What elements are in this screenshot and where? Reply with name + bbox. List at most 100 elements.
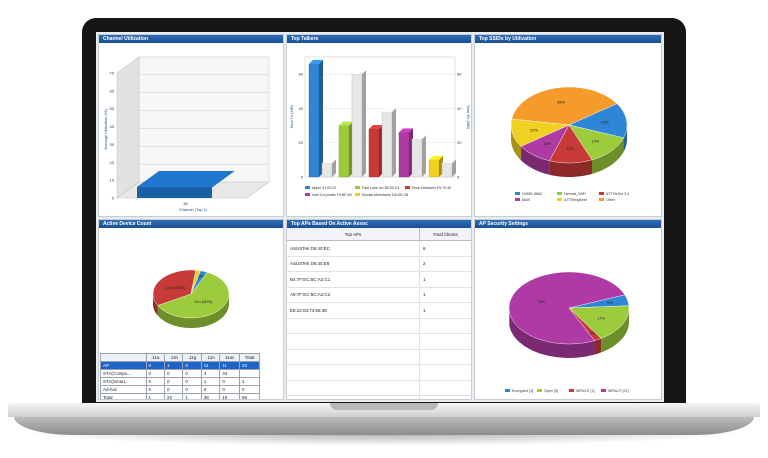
table-row[interactable]: Total 1 22 1 38 15 65 bbox=[100, 393, 260, 399]
y-tick-label: 10 bbox=[110, 178, 115, 183]
table-row[interactable]: Ad-hoc 0 0 0 0 0 0 bbox=[100, 385, 260, 394]
laptop-base bbox=[8, 403, 760, 437]
legend-swatch bbox=[505, 389, 510, 392]
table-row[interactable]: STA(Compu... 0 0 0 4 34 bbox=[100, 369, 260, 378]
table-row[interactable]: ASUSTek D6:40:E8 2 bbox=[287, 256, 471, 272]
top-ssids-chart: 38% 15% 13% 12% 10% 12% HOME-8682 Hermits_WiFi A… bbox=[510, 86, 629, 202]
pie-slice-side bbox=[594, 338, 602, 355]
table-cell: 0 bbox=[182, 361, 202, 370]
table-row[interactable] bbox=[287, 349, 471, 365]
table-cell: 0 bbox=[182, 377, 202, 386]
table-row[interactable]: STA(Smart... 0 0 0 1 0 1 bbox=[100, 377, 260, 386]
bar bbox=[368, 128, 380, 178]
top-aps-table: Top APs Total Clients ASUSTek D6:40:EC 6 ASU… bbox=[287, 228, 471, 399]
y2-tick-label: 40 bbox=[457, 106, 462, 111]
bar bbox=[441, 163, 453, 178]
legend-label: Encrypted [1] bbox=[512, 389, 533, 393]
table-cell: 0 bbox=[182, 385, 202, 394]
table-cell: 38 bbox=[200, 393, 221, 399]
bar-top bbox=[309, 59, 323, 64]
legend-label: Open [5] bbox=[544, 389, 558, 393]
legend-label: Other bbox=[606, 198, 616, 202]
table-row[interactable]: ASUSTek D6:40:EC 6 bbox=[287, 240, 471, 257]
legend-label: Hermits_WiFi bbox=[564, 192, 586, 196]
ap-security-panel: AP Security Settings 5% 17% 2% 76% Encrypted… bbox=[474, 219, 662, 400]
legend-swatch bbox=[569, 389, 574, 392]
column-header: .11a bbox=[145, 353, 165, 362]
table-cell bbox=[419, 395, 471, 399]
y-tick-label: 70 bbox=[110, 71, 115, 76]
legend-swatch bbox=[557, 192, 562, 195]
table-row[interactable]: A8:7F:EC:5C:A2:C2 1 bbox=[287, 287, 471, 303]
bar-top bbox=[369, 125, 383, 129]
y-tick-label: 50 bbox=[110, 106, 115, 111]
table-row[interactable] bbox=[287, 364, 471, 381]
bar bbox=[398, 132, 410, 178]
table-row[interactable] bbox=[287, 380, 471, 396]
bar bbox=[308, 63, 320, 178]
pie-slice-label: 11n (60%) bbox=[194, 299, 213, 304]
table-cell: A8:7F:EC:5C:A2:C2 bbox=[287, 287, 420, 303]
column-header[interactable]: Total Clients bbox=[419, 228, 471, 241]
pie-slice bbox=[157, 272, 230, 319]
table-cell: 1 bbox=[239, 377, 260, 386]
bar-side bbox=[452, 159, 456, 177]
table-cell bbox=[419, 333, 471, 350]
table-cell bbox=[287, 364, 420, 381]
table-cell: 22 bbox=[163, 393, 184, 399]
legend-label: 6849 bbox=[522, 198, 530, 202]
pie-slice-label: 12% bbox=[566, 146, 574, 151]
table-cell: 1 bbox=[163, 361, 184, 370]
bar bbox=[351, 73, 363, 178]
y2-tick-label: 20 bbox=[457, 140, 462, 145]
table-cell bbox=[239, 369, 260, 378]
table-row[interactable] bbox=[287, 395, 471, 399]
table-cell: 1 bbox=[419, 287, 471, 303]
table-cell: 0 bbox=[219, 377, 241, 386]
bar-side bbox=[319, 59, 323, 177]
legend-label: Intel Corporate F9:BF:4D bbox=[312, 193, 353, 197]
table-cell: 65 bbox=[239, 393, 260, 399]
panel-title: AP Security Settings bbox=[475, 220, 661, 228]
x-tick-label: 36 bbox=[183, 201, 188, 206]
table-row[interactable]: AP 0 1 0 11 11 23 bbox=[100, 361, 260, 370]
table-row[interactable] bbox=[287, 333, 471, 350]
table-cell: 2 bbox=[419, 256, 471, 272]
pie-slice bbox=[568, 305, 630, 339]
table-cell: B4:7F:EC:5C:A2:C1 bbox=[287, 271, 420, 288]
table-row[interactable]: E8:22:03:74:66:4E 1 bbox=[287, 302, 471, 319]
pie-slice-label: 17% bbox=[597, 315, 605, 320]
table-cell: AP bbox=[100, 361, 147, 370]
table-cell: 4 bbox=[200, 369, 221, 378]
pie-slice-side bbox=[592, 137, 624, 174]
panel-title: Channel Utilization bbox=[99, 35, 283, 43]
trackpad-notch bbox=[330, 403, 438, 410]
column-header[interactable]: Top APs bbox=[287, 228, 420, 241]
panel-title: Top APs Based On Active Assoc bbox=[287, 220, 471, 228]
pie-slice-label: 3% bbox=[198, 273, 204, 278]
legend-label: ATT7fxZez 2.4 bbox=[606, 192, 629, 196]
base-bottom bbox=[14, 417, 754, 435]
pie-slice-label: 11ac (35%) bbox=[165, 285, 186, 290]
pie-slice-label: 5% bbox=[607, 300, 613, 305]
table-row[interactable] bbox=[287, 318, 471, 334]
legend-label: Fast Lake Inc B0:00:D1 bbox=[362, 186, 400, 190]
bar-side bbox=[362, 70, 366, 177]
pie-slice-side bbox=[623, 123, 627, 152]
table-cell: Total bbox=[100, 393, 147, 399]
pie-slice-label: 38% bbox=[557, 100, 565, 105]
chart-back-wall bbox=[138, 56, 270, 183]
top-talkers-chart: 0 0 20 20 40 40 60 60 Total Tx (MB) Total Rx (MB)… bbox=[289, 56, 471, 197]
pie-slice-side bbox=[521, 146, 550, 175]
pie-slice bbox=[568, 103, 628, 139]
y-tick-label: 40 bbox=[110, 124, 115, 129]
legend-swatch bbox=[355, 193, 360, 196]
table-cell: 1 bbox=[145, 393, 165, 399]
legend-swatch bbox=[599, 192, 604, 195]
table-row[interactable]: B4:7F:EC:5C:A2:C1 1 bbox=[287, 271, 471, 288]
table-cell: 0 bbox=[145, 385, 165, 394]
table-cell: 0 bbox=[163, 377, 184, 386]
bar-top bbox=[322, 159, 336, 164]
y-tick-label: 40 bbox=[299, 106, 304, 111]
